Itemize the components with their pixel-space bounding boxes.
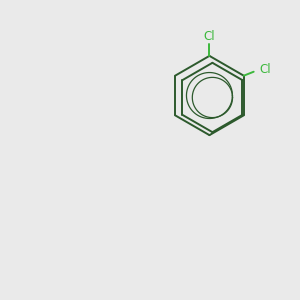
Text: Cl: Cl [204,30,215,43]
Text: Cl: Cl [260,63,272,76]
